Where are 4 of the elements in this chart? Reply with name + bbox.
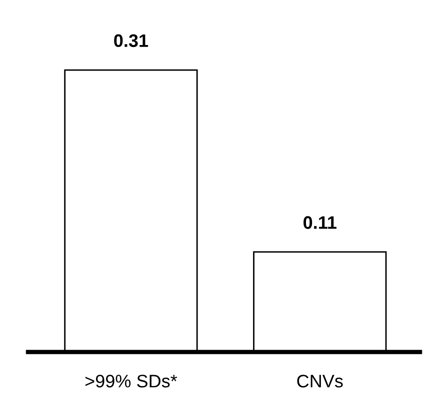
x-tick-label: >99% SDs* bbox=[85, 374, 178, 388]
data-label: 0.31 bbox=[114, 34, 148, 48]
data-label: 0.11 bbox=[304, 216, 336, 229]
x-tick-label: CNVs bbox=[297, 374, 343, 388]
